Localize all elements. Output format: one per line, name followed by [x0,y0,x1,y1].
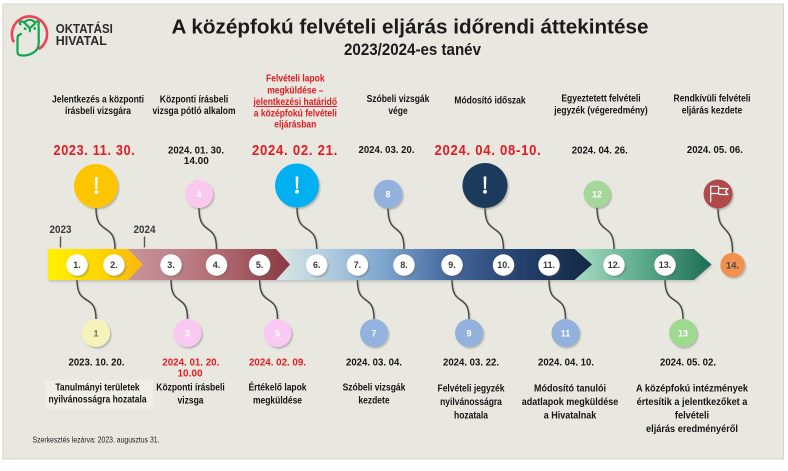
svg-text:adatlapok megküldése: adatlapok megküldése [522,397,618,409]
svg-text:A középfokú intézmények: A középfokú intézmények [636,383,749,394]
svg-text:eljárás eredményéről: eljárás eredményéről [646,424,738,435]
svg-text:7.: 7. [354,260,362,270]
svg-text:2023. 10. 20.: 2023. 10. 20. [69,358,125,369]
svg-text:Rendkívüli felvételi: Rendkívüli felvételi [674,93,751,104]
svg-text:felvételi: felvételi [675,410,709,421]
svg-text:Szóbeli vizsgák: Szóbeli vizsgák [367,93,431,104]
svg-text:vizsga: vizsga [178,395,205,406]
svg-text:nyilvánosságra: nyilvánosságra [440,396,503,407]
svg-text:2024. 02. 21.: 2024. 02. 21. [252,143,338,159]
svg-text:3: 3 [185,329,190,339]
svg-text:2024. 03. 20.: 2024. 03. 20. [359,145,415,156]
svg-text:a középfokú felvételi: a középfokú felvételi [254,108,337,119]
svg-text:Felvételi lapok: Felvételi lapok [266,73,325,84]
svg-text:eljárás kezdete: eljárás kezdete [682,105,742,116]
svg-text:2024. 05. 02.: 2024. 05. 02. [660,358,716,369]
svg-text:a Hivatalnak: a Hivatalnak [544,410,597,422]
svg-text:HIVATAL: HIVATAL [56,33,107,48]
svg-text:1: 1 [93,329,98,339]
svg-text:OKTATÁSI: OKTATÁSI [56,21,113,36]
svg-text:Jelentkezés a központi: Jelentkezés a központi [52,94,144,105]
svg-text:megküldése –: megküldése – [267,85,323,96]
svg-text:9.: 9. [448,260,456,270]
svg-text:2024. 04. 10.: 2024. 04. 10. [538,358,594,369]
svg-text:Szóbeli vizsgák: Szóbeli vizsgák [343,382,407,393]
svg-text:2.: 2. [110,260,118,270]
svg-text:2024. 05. 06.: 2024. 05. 06. [687,145,743,156]
svg-text:Módosító tanulói: Módosító tanulói [534,383,606,395]
svg-text:nyilvánosságra hozatala: nyilvánosságra hozatala [48,394,147,405]
svg-text:Értékelő lapok: Értékelő lapok [248,382,307,393]
svg-text:8: 8 [385,190,390,200]
svg-text:14.: 14. [726,261,739,272]
svg-text:10.00: 10.00 [177,369,202,380]
svg-text:3.: 3. [167,260,175,270]
svg-text:4.: 4. [213,260,221,270]
svg-text:1.: 1. [73,260,81,270]
svg-text:13.: 13. [659,260,672,270]
svg-text:értesítik a jelentkezőket a: értesítik a jelentkezőket a [637,397,748,408]
svg-text:4: 4 [196,190,201,200]
svg-text:10.: 10. [497,260,510,270]
svg-text:kezdete: kezdete [358,395,389,406]
svg-text:12.: 12. [608,260,621,270]
svg-text:12: 12 [592,190,602,200]
svg-text:2023. 11. 30.: 2023. 11. 30. [54,143,136,159]
svg-text:Tanulmányi területek: Tanulmányi területek [55,382,140,393]
svg-text:Módosító időszak: Módosító időszak [454,95,526,106]
svg-text:7: 7 [371,329,376,339]
svg-text:11.: 11. [543,260,555,270]
svg-text:8.: 8. [400,260,408,270]
svg-text:2024: 2024 [134,224,157,236]
svg-text:2024. 04. 08-10.: 2024. 04. 08-10. [435,143,542,159]
svg-text:Felvételi jegyzék: Felvételi jegyzék [438,383,506,394]
svg-text:6.: 6. [313,260,321,270]
svg-text:megküldése: megküldése [253,395,302,406]
svg-text:2023/2024-es tanév: 2023/2024-es tanév [344,40,481,59]
svg-text:2024. 03. 22.: 2024. 03. 22. [443,358,499,369]
svg-text:2024. 01. 30.: 2024. 01. 30. [168,145,224,156]
svg-text:14.00: 14.00 [184,156,209,167]
svg-text:2024. 03. 04.: 2024. 03. 04. [346,358,402,369]
svg-text:13: 13 [678,329,688,339]
svg-text:Egyeztetett felvételi: Egyeztetett felvételi [561,93,640,104]
svg-text:jelentkezési határidő: jelentkezési határidő [253,96,338,107]
svg-text:2024. 01. 20.: 2024. 01. 20. [162,358,219,369]
svg-text:9: 9 [466,329,471,339]
svg-text:vége: vége [388,105,407,116]
svg-text:2024. 04. 26.: 2024. 04. 26. [572,145,628,156]
svg-text:Központi írásbeli: Központi írásbeli [156,382,224,393]
svg-text:2023: 2023 [50,224,72,236]
svg-text:Központi írásbeli: Központi írásbeli [160,94,228,105]
svg-text:5: 5 [275,329,280,339]
svg-text:A középfokú felvételi eljárás: A középfokú felvételi eljárás időrendi á… [172,17,649,39]
svg-text:eljárásban: eljárásban [274,119,316,130]
svg-text:jegyzék (végeredmény): jegyzék (végeredmény) [553,105,647,116]
svg-text:5.: 5. [256,260,264,270]
svg-text:írásbeli vizsgára: írásbeli vizsgára [65,106,132,117]
svg-text:hozatala: hozatala [454,410,489,421]
svg-text:vizsga pótló alkalom: vizsga pótló alkalom [152,106,235,117]
svg-text:Szerkesztés lezárva: 2023. aug: Szerkesztés lezárva: 2023. augusztus 31. [33,435,160,444]
svg-text:11: 11 [561,329,571,339]
svg-text:2024. 02. 09.: 2024. 02. 09. [249,358,306,369]
